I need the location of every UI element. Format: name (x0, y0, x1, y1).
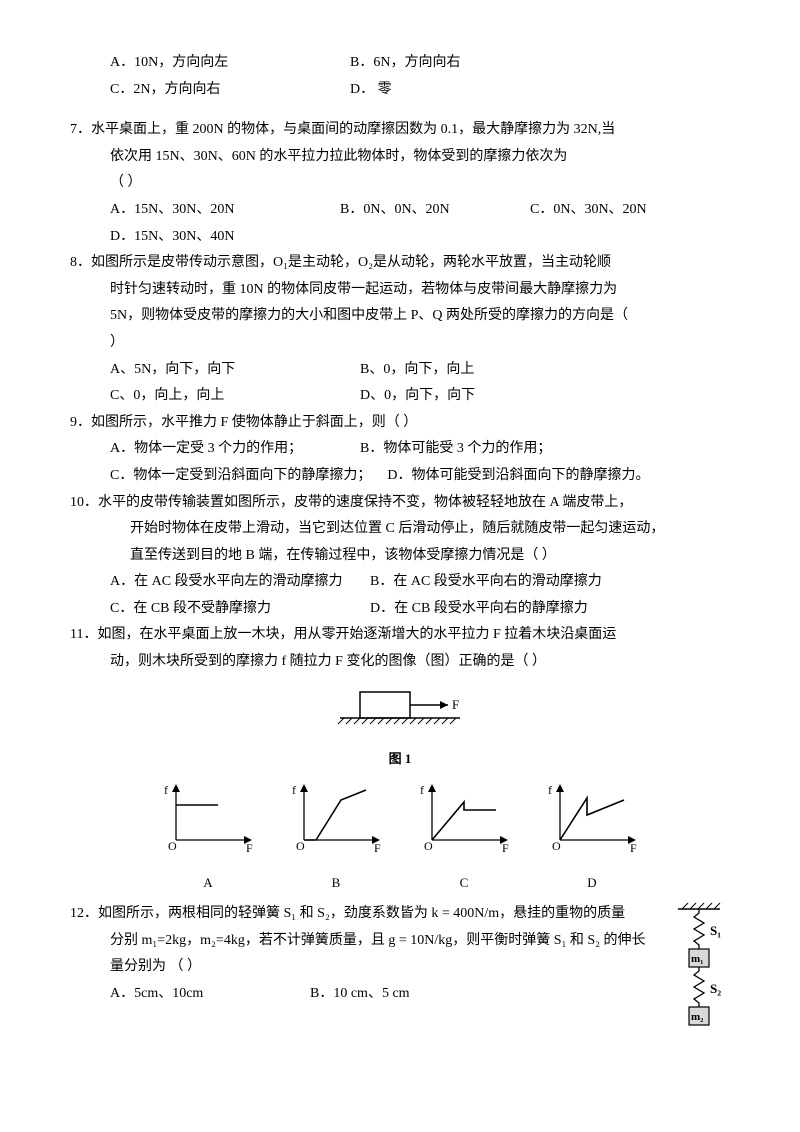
svg-text:F: F (502, 841, 509, 855)
fig-label: 图 1 (70, 747, 730, 772)
q10-opts-row1: A．在 AC 段受水平向左的滑动摩擦力 B．在 AC 段受水平向右的滑动摩擦力 (70, 569, 730, 596)
svg-text:F: F (246, 841, 253, 855)
q12: S₁ m₁ S₂ m₂ 12．如图所示，两根相同的轻弹簧 S₁ 和 S₂，劲度系… (70, 901, 730, 928)
q11-graphs: f O F A f O F B f O F (70, 780, 730, 895)
graph-b: f O F B (286, 780, 386, 895)
q9-opts-row1: A．物体一定受 3 个力的作用； B．物体可能受 3 个力的作用； (70, 436, 730, 463)
q12-stem2: 分别 m₁=2kg，m₂=4kg，若不计弹簧质量，且 g = 10N/kg，则平… (70, 928, 730, 955)
svg-text:f: f (292, 783, 296, 797)
graph-d-label: D (542, 871, 642, 896)
q6-options-row2: C．2N，方向向右 D． 零 (70, 77, 730, 104)
graph-c-label: C (414, 871, 514, 896)
svg-text:F: F (374, 841, 381, 855)
q11-num: 11． (70, 627, 97, 642)
q12-stem1: 如图所示，两根相同的轻弹簧 S₁ 和 S₂，劲度系数皆为 k = 400N/m，… (98, 906, 625, 921)
q7-stem2: 依次用 15N、30N、60N 的水平拉力拉此物体时，物体受到的摩擦力依次为 (70, 144, 730, 171)
svg-text:S₂: S₂ (710, 981, 721, 996)
q12-figure: S₁ m₁ S₂ m₂ (670, 901, 730, 1062)
q6-opt-b: B．6N，方向向右 (350, 50, 460, 77)
q7-num: 7． (70, 122, 91, 137)
q7-opts-row1: A．15N、30N、20N B．0N、0N、20N C．0N、30N、20N (70, 197, 730, 224)
q11-figure: F 图 1 (70, 684, 730, 772)
svg-text:O: O (168, 839, 177, 853)
q9-opts-row2: C．物体一定受到沿斜面向下的静摩擦力； D．物体可能受到沿斜面向下的静摩擦力。 (70, 463, 730, 490)
q10-stem2: 开始时物体在皮带上滑动，当它到达位置 C 后滑动停止，随后就随皮带一起匀速运动， (70, 516, 730, 543)
q8-num: 8． (70, 255, 91, 270)
q8-stem3: 5N，则物体受皮带的摩擦力的大小和图中皮带上 P、Q 两处所受的摩擦力的方向是（ (70, 303, 730, 330)
q10-stem1: 水平的皮带传输装置如图所示，皮带的速度保持不变，物体被轻轻地放在 A 端皮带上， (98, 495, 632, 510)
q9-num: 9． (70, 415, 91, 430)
svg-text:S₁: S₁ (710, 923, 721, 938)
q6-opt-a: A．10N，方向向左 (110, 50, 350, 77)
q7-b: B．0N、0N、20N (340, 197, 530, 224)
block-diagram: F (330, 684, 470, 739)
q8-stem4: ） (70, 330, 730, 357)
svg-text:F: F (630, 841, 637, 855)
q7-stem1: 水平桌面上，重 200N 的物体，与桌面间的动摩擦因数为 0.1，最大静摩擦力为… (91, 122, 615, 137)
q8-opts-row2: C、0，向上，向上 D、0，向下，向下 (70, 383, 730, 410)
q6-opt-c: C．2N，方向向右 (110, 77, 350, 104)
q12-b: B．10 cm、5 cm (310, 981, 410, 1008)
q8-d: D、0，向下，向下 (360, 383, 475, 410)
svg-text:f: f (548, 783, 552, 797)
q9-d: D．物体可能受到沿斜面向下的静摩擦力。 (387, 463, 649, 490)
q10-d: D．在 CB 段受水平向右的静摩擦力 (370, 596, 588, 623)
svg-text:f: f (164, 783, 168, 797)
q6-opt-d: D． 零 (350, 77, 392, 104)
q9: 9．如图所示，水平推力 F 使物体静止于斜面上，则（ ） (70, 410, 730, 437)
graph-a-label: A (158, 871, 258, 896)
q8-stem1: 如图所示是皮带传动示意图，O₁是主动轮，O₂是从动轮，两轮水平放置，当主动轮顺 (91, 255, 611, 270)
q9-a: A．物体一定受 3 个力的作用； (110, 436, 360, 463)
q8-a: A、5N，向下，向下 (110, 357, 360, 384)
q10-stem3: 直至传送到目的地 B 端，在传输过程中，该物体受摩擦力情况是（ ） (70, 543, 730, 570)
q9-c: C．物体一定受到沿斜面向下的静摩擦力； (110, 463, 371, 490)
q10-num: 10． (70, 495, 98, 510)
q12-num: 12． (70, 906, 98, 921)
q11-stem2: 动，则木块所受到的摩擦力 f 随拉力 F 变化的图像（图）正确的是（ ） (70, 649, 730, 676)
q10-c: C．在 CB 段不受静摩擦力 (110, 596, 370, 623)
q12-stem3: 量分别为 （ ） (70, 954, 730, 981)
graph-b-label: B (286, 871, 386, 896)
q10-b: B．在 AC 段受水平向右的滑动摩擦力 (370, 569, 602, 596)
q7-stem3: （ ） (70, 170, 730, 197)
q7-a: A．15N、30N、20N (110, 197, 340, 224)
q8-c: C、0，向上，向上 (110, 383, 360, 410)
q9-stem: 如图所示，水平推力 F 使物体静止于斜面上，则（ ） (91, 415, 417, 430)
q7-d: D．15N、30N、40N (70, 224, 730, 251)
q9-b: B．物体可能受 3 个力的作用； (360, 436, 551, 463)
q10-opts-row2: C．在 CB 段不受静摩擦力 D．在 CB 段受水平向右的静摩擦力 (70, 596, 730, 623)
svg-text:m₂: m₂ (691, 1011, 704, 1023)
q12-a: A．5cm、10cm (110, 981, 310, 1008)
q7-c: C．0N、30N、20N (530, 197, 647, 224)
q10: 10．水平的皮带传输装置如图所示，皮带的速度保持不变，物体被轻轻地放在 A 端皮… (70, 490, 730, 517)
svg-text:m₁: m₁ (691, 953, 703, 965)
svg-text:O: O (552, 839, 561, 853)
graph-d: f O F D (542, 780, 642, 895)
svg-text:f: f (420, 783, 424, 797)
svg-text:O: O (424, 839, 433, 853)
q8-b: B、0，向下，向上 (360, 357, 474, 384)
q12-opts: A．5cm、10cm B．10 cm、5 cm (70, 981, 670, 1008)
q8: 8．如图所示是皮带传动示意图，O₁是主动轮，O₂是从动轮，两轮水平放置，当主动轮… (70, 250, 730, 277)
graph-a: f O F A (158, 780, 258, 895)
q6-options-row1: A．10N，方向向左 B．6N，方向向右 (70, 50, 730, 77)
q10-a: A．在 AC 段受水平向左的滑动摩擦力 (110, 569, 370, 596)
q8-opts-row1: A、5N，向下，向下 B、0，向下，向上 (70, 357, 730, 384)
q11-stem1: 如图，在水平桌面上放一木块，用从零开始逐渐增大的水平拉力 F 拉着木块沿桌面运 (97, 627, 616, 642)
q8-stem2: 时针匀速转动时，重 10N 的物体同皮带一起运动，若物体与皮带间最大静摩擦力为 (70, 277, 730, 304)
svg-text:O: O (296, 839, 305, 853)
q7: 7．水平桌面上，重 200N 的物体，与桌面间的动摩擦因数为 0.1，最大静摩擦… (70, 117, 730, 144)
svg-text:F: F (452, 697, 459, 712)
q11: 11．如图，在水平桌面上放一木块，用从零开始逐渐增大的水平拉力 F 拉着木块沿桌… (70, 622, 730, 649)
graph-c: f O F C (414, 780, 514, 895)
